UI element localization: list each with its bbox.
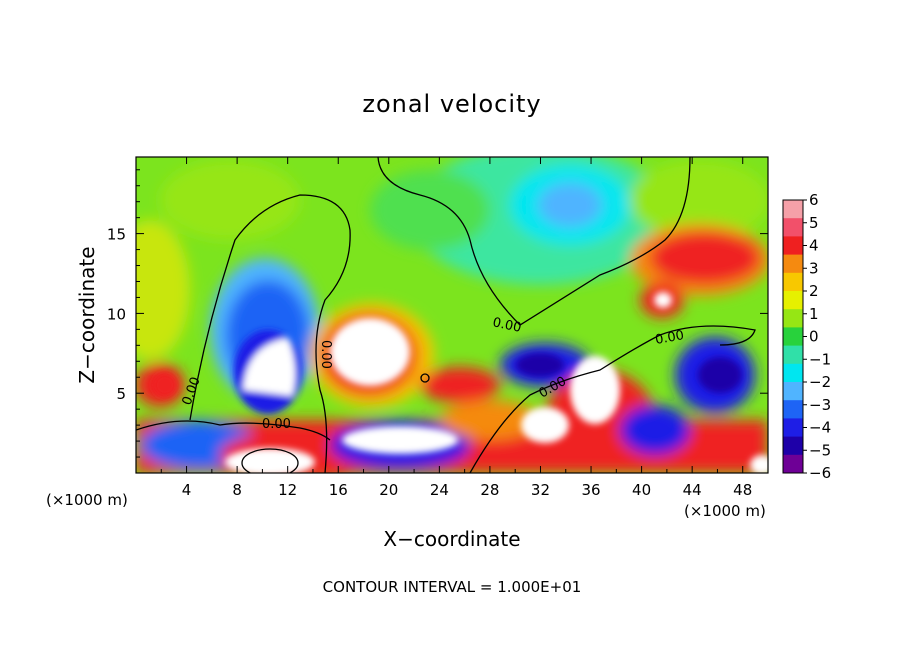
contour-label: 0.00 [262, 417, 291, 432]
colorbar-swatch [783, 418, 803, 438]
x-tick-label: 4 [182, 481, 192, 499]
colorbar-label: −5 [809, 441, 831, 459]
x-tick-label: 40 [632, 481, 651, 499]
zero-contours [136, 157, 756, 473]
plot-area [136, 157, 768, 473]
colorbar-swatch [783, 272, 803, 292]
x-tick-label: 24 [430, 481, 449, 499]
colorbar-label: −1 [809, 350, 831, 368]
x-unit-label-left: (×1000 m) [46, 491, 128, 509]
colorbar-swatch [783, 400, 803, 419]
colorbar-label: −6 [809, 464, 831, 482]
contour-label: 0.00 [491, 315, 522, 336]
colorbar-label: 2 [809, 282, 819, 300]
colorbar: 6 5 4 3 2 1 0 −1 −2 −3 −4 −5 −6 [782, 191, 831, 482]
x-tick-label: 12 [278, 481, 297, 499]
colorbar-label: −3 [809, 396, 831, 414]
x-axis-label: X−coordinate [383, 527, 520, 551]
colorbar-label: −4 [809, 419, 831, 437]
colorbar-swatch [783, 291, 803, 310]
contour-label: 0.00 [318, 340, 333, 369]
x-tick-label: 16 [329, 481, 348, 499]
x-tick-label: 28 [480, 481, 499, 499]
colorbar-label: 0 [809, 328, 819, 346]
x-tick-label: 20 [379, 481, 398, 499]
colorbar-swatch [783, 436, 803, 456]
x-axis: 4 8 12 16 20 24 28 32 36 40 44 48 [160, 157, 752, 499]
x-tick-label: 8 [232, 481, 242, 499]
x-tick-label: 44 [683, 481, 702, 499]
colorbar-label: 1 [809, 305, 819, 323]
y-axis: 5 10 15 [107, 169, 768, 458]
colorbar-swatch [783, 309, 803, 328]
colorbar-swatch [783, 236, 803, 256]
colorbar-label: 4 [809, 237, 819, 255]
colorbar-label: −2 [809, 373, 831, 391]
plot-frame [135, 156, 769, 474]
colorbar-label: 5 [809, 214, 819, 232]
x-tick-label: 36 [581, 481, 600, 499]
colorbar-swatch [783, 254, 803, 274]
y-tick-label: 10 [107, 305, 126, 323]
y-tick-label: 15 [107, 226, 126, 244]
colorbar-swatch [783, 382, 803, 401]
x-unit-label-right: (×1000 m) [684, 502, 766, 520]
colorbar-swatch [783, 363, 803, 383]
y-axis-label: Z−coordinate [75, 246, 99, 383]
colorbar-swatch [783, 327, 803, 347]
colorbar-swatch [783, 454, 803, 474]
y-tick-label: 5 [116, 385, 126, 403]
x-tick-label: 32 [531, 481, 550, 499]
contour-interval-note: CONTOUR INTERVAL = 1.000E+01 [323, 578, 582, 596]
chart-title: zonal velocity [362, 90, 541, 118]
x-tick-label: 48 [733, 481, 752, 499]
colorbar-label: 6 [809, 191, 819, 209]
contour-label: 0.00 [654, 328, 685, 348]
colorbar-swatch [783, 345, 803, 365]
colorbar-swatch [783, 218, 803, 237]
colorbar-label: 3 [809, 259, 819, 277]
colorbar-swatch [783, 200, 803, 219]
